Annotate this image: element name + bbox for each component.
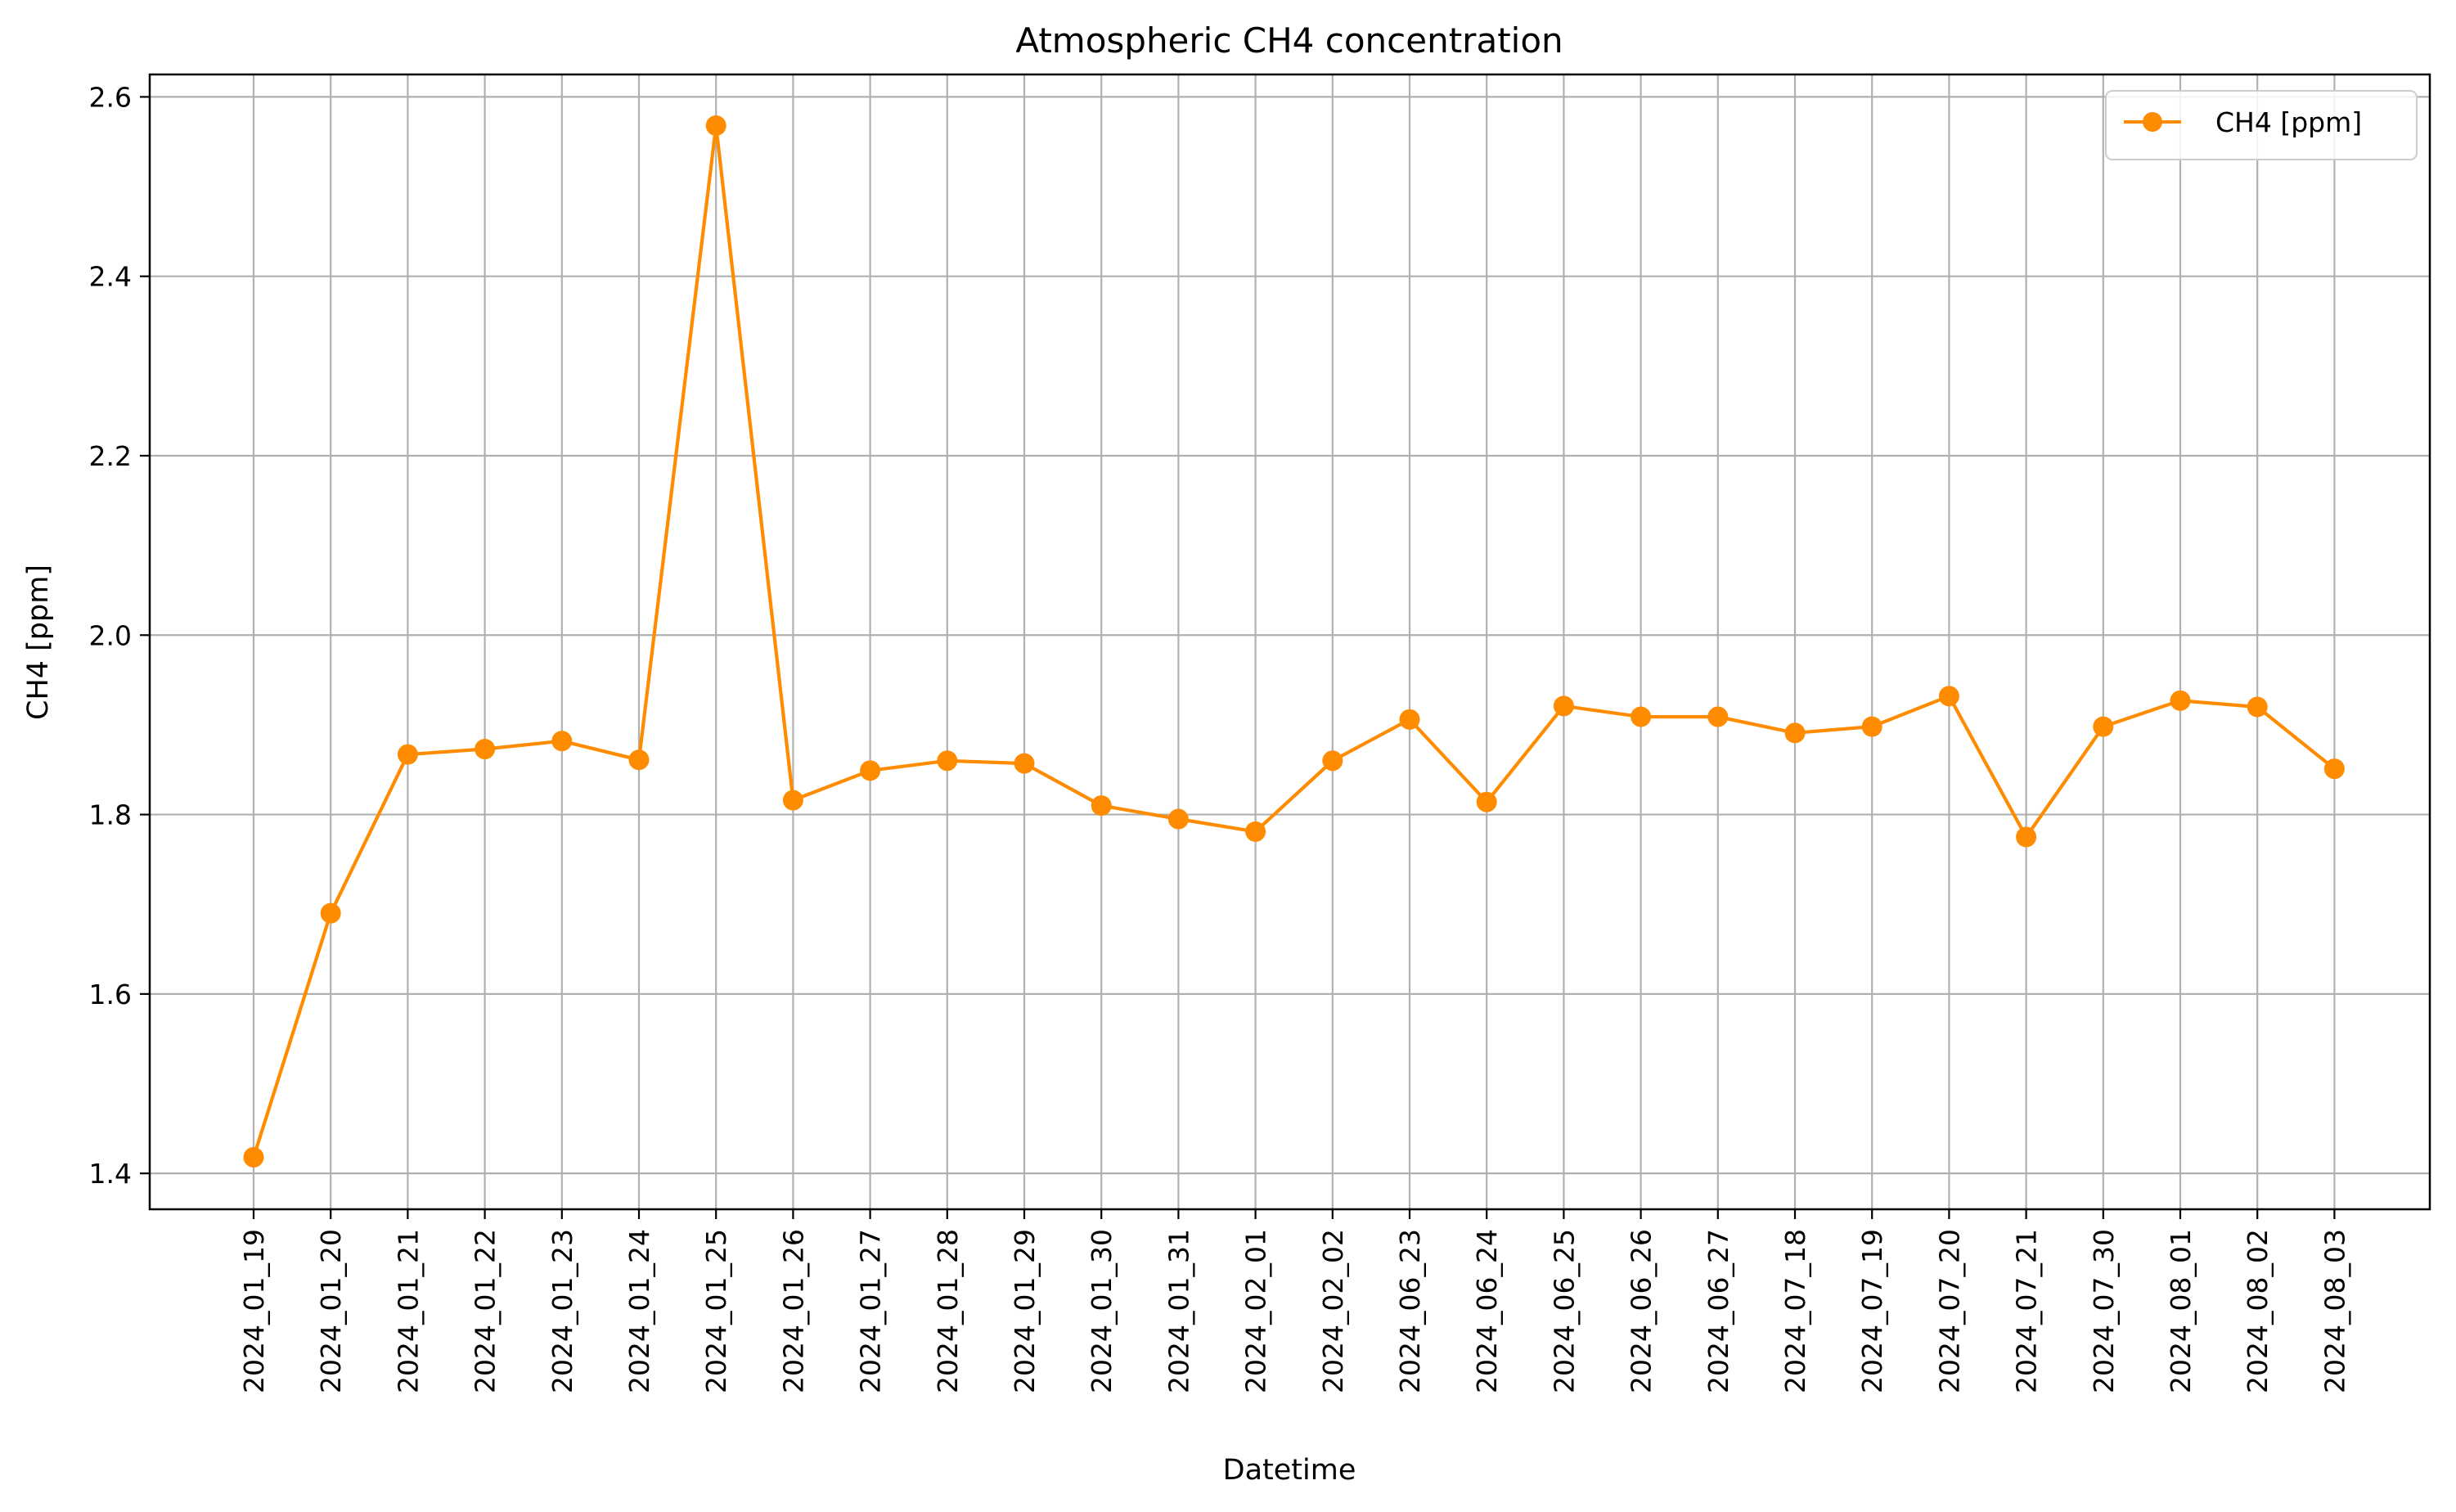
x-tick-label: 2024_06_24	[1471, 1229, 1503, 1393]
plot-frame	[148, 73, 2431, 1211]
x-axis-title: Datetime	[1223, 1454, 1356, 1487]
y-tick-label: 2.4	[89, 261, 132, 293]
x-tick-label: 2024_07_18	[1779, 1229, 1811, 1393]
y-tick-label: 1.4	[89, 1158, 132, 1190]
x-axis: 2024_01_19 2024_01_20 2024_01_21 2024_01_22…	[238, 1209, 2350, 1393]
x-tick-label: 2024_01_31	[1163, 1229, 1194, 1393]
data-point	[1631, 706, 1652, 727]
data-point	[2247, 696, 2268, 718]
x-tick-label: 2024_02_01	[1240, 1229, 1272, 1393]
data-point	[397, 744, 418, 765]
data-point	[860, 760, 881, 781]
data-point	[320, 902, 341, 924]
chart-title: Atmospheric CH4 concentration	[1015, 20, 1563, 61]
data-point	[1784, 722, 1806, 744]
x-tick-label: 2024_01_20	[315, 1229, 347, 1393]
y-tick-label: 1.8	[89, 799, 132, 831]
legend: CH4 [ppm]	[2105, 90, 2418, 160]
x-tick-label: 2024_01_27	[855, 1229, 887, 1393]
x-tick-label: 2024_07_20	[1933, 1229, 1965, 1393]
series-layer	[243, 115, 2345, 1168]
y-tick-label: 2.2	[89, 440, 132, 472]
legend-box	[2105, 90, 2418, 160]
y-axis-title: CH4 [ppm]	[22, 565, 55, 720]
legend-label: CH4 [ppm]	[2215, 106, 2362, 138]
y-axis: 1.4 1.6 1.8 2.0 2.2 2.4 2.6	[89, 81, 150, 1190]
data-point	[475, 739, 496, 760]
x-tick-label: 2024_01_22	[470, 1229, 502, 1393]
data-point	[243, 1146, 264, 1168]
data-point	[2323, 758, 2345, 780]
data-point	[1167, 808, 1189, 830]
data-point	[1091, 795, 1112, 817]
x-tick-label: 2024_01_19	[238, 1229, 270, 1393]
x-tick-label: 2024_07_21	[2011, 1229, 2043, 1393]
y-tick-label: 1.6	[89, 979, 132, 1010]
series-line-ch4	[251, 124, 2336, 1159]
data-point	[1553, 695, 1574, 717]
data-point	[1861, 716, 1882, 737]
x-tick-label: 2024_01_23	[547, 1229, 578, 1393]
x-tick-label: 2024_01_21	[392, 1229, 424, 1393]
x-tick-label: 2024_01_29	[1009, 1229, 1041, 1393]
data-point	[551, 731, 573, 752]
x-tick-label: 2024_08_03	[2319, 1229, 2350, 1393]
x-tick-label: 2024_08_02	[2242, 1229, 2274, 1393]
x-tick-label: 2024_01_28	[932, 1229, 964, 1393]
data-point	[1938, 686, 1959, 707]
data-point	[1399, 709, 1420, 730]
data-point	[1707, 706, 1729, 727]
x-tick-label: 2024_01_30	[1086, 1229, 1118, 1393]
y-tick-label: 2.6	[89, 81, 132, 113]
data-point	[1476, 791, 1497, 812]
x-tick-label: 2024_07_19	[1856, 1229, 1888, 1393]
legend-marker-sample	[2143, 112, 2162, 132]
grid-layer	[150, 74, 2430, 1209]
data-point	[628, 749, 650, 771]
data-point	[782, 790, 803, 811]
data-point	[1245, 821, 1266, 842]
x-tick-label: 2024_01_25	[700, 1229, 732, 1393]
data-point	[2170, 690, 2191, 711]
data-point	[2016, 826, 2037, 848]
x-tick-label: 2024_02_02	[1317, 1229, 1349, 1393]
x-tick-label: 2024_08_01	[2165, 1229, 2197, 1393]
data-point	[937, 750, 958, 772]
x-tick-label: 2024_06_27	[1703, 1229, 1734, 1393]
data-point	[1322, 750, 1343, 772]
x-tick-label: 2024_01_26	[777, 1229, 809, 1393]
x-tick-label: 2024_06_23	[1394, 1229, 1426, 1393]
x-tick-label: 2024_06_26	[1626, 1229, 1658, 1393]
x-tick-label: 2024_01_24	[623, 1229, 655, 1393]
data-point	[1014, 753, 1035, 774]
data-point	[705, 115, 726, 136]
data-point	[2093, 716, 2114, 737]
x-tick-label: 2024_07_30	[2088, 1229, 2120, 1393]
x-tick-label: 2024_06_25	[1548, 1229, 1580, 1393]
y-tick-label: 2.0	[89, 619, 132, 651]
